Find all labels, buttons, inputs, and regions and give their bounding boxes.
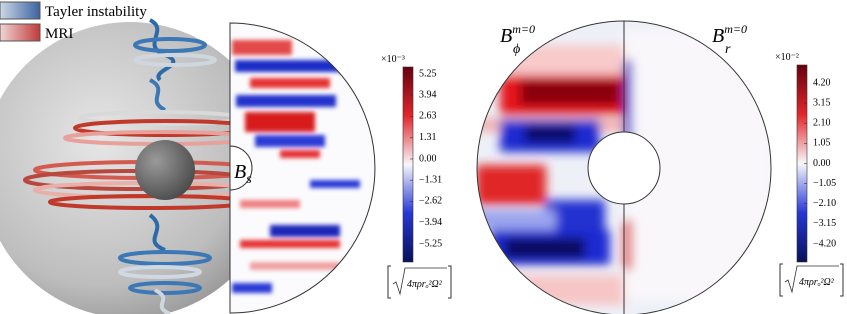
units-radical xyxy=(392,267,447,296)
colorbar-tick-label: 4.20 xyxy=(813,77,831,88)
label-sup: m=0 xyxy=(512,22,535,36)
legend-label: MRI xyxy=(45,26,73,42)
inner-core xyxy=(587,131,661,205)
colorbar-tick-label: −2.62 xyxy=(419,196,442,207)
colorbar-tick-label: −4.20 xyxy=(813,238,836,249)
colorbar-tick-label: −1.31 xyxy=(419,175,442,186)
units-bracket xyxy=(387,265,452,299)
colorbar xyxy=(402,66,414,263)
colorbar-tick-label: 3.94 xyxy=(419,89,437,100)
panel-label: Bm=0 ϕ xyxy=(500,22,535,57)
colorbar-tick-label: −3.15 xyxy=(813,218,836,229)
inner-core xyxy=(229,145,253,191)
colorbar-tick-label: −5.25 xyxy=(419,238,442,249)
label-sub: ϕ xyxy=(513,42,520,57)
units-radical xyxy=(784,265,839,294)
panel-label: Bs xyxy=(234,161,252,187)
label-base: B xyxy=(500,25,512,47)
colorbar-scale: ×10⁻³ xyxy=(381,54,405,65)
units: 4πρrₒ²Ω² xyxy=(407,279,443,290)
colorbar-scale: ×10⁻² xyxy=(775,52,799,63)
slice-meridional xyxy=(477,21,771,314)
colorbar-tick-label: 0.00 xyxy=(813,158,831,169)
colorbar-tick-label: 5.25 xyxy=(419,68,437,79)
units: 4πρrₒ²Ω² xyxy=(799,277,835,288)
label-base: B xyxy=(234,161,246,183)
label-sub: r xyxy=(725,42,731,57)
slice-bs xyxy=(230,23,375,313)
colorbar-tick-label: 1.05 xyxy=(813,138,831,149)
colorbar-tick-label: 2.63 xyxy=(419,111,437,122)
colorbar-tick-label: 3.15 xyxy=(813,97,831,108)
core-sphere xyxy=(135,140,195,200)
colorbar-tick-label: −3.94 xyxy=(419,217,442,228)
panel-label: Bm=0 r xyxy=(712,22,747,57)
legend: Tayler instability MRI xyxy=(0,1,147,42)
sphere-render xyxy=(0,18,278,314)
colorbar-tick-label: 2.10 xyxy=(813,118,831,129)
colorbars: ×10⁻³ 5.25 3.94 2.63 1.31 0.00 −1.31 −2.62 −3.94… xyxy=(381,52,844,299)
legend-label: Tayler instability xyxy=(45,4,147,20)
label-sup: m=0 xyxy=(724,22,747,36)
label-sub: s xyxy=(246,172,252,187)
legend-swatch xyxy=(0,23,41,42)
units-bracket xyxy=(779,263,844,297)
legend-swatch xyxy=(0,1,41,20)
label-base: B xyxy=(712,25,724,47)
colorbar-tick-label: 1.31 xyxy=(419,132,437,143)
colorbar-tick-label: −2.10 xyxy=(813,198,836,209)
colorbar-tick-label: −1.05 xyxy=(813,178,836,189)
colorbar-tick-label: 0.00 xyxy=(419,153,437,164)
slice-outline xyxy=(229,22,376,314)
